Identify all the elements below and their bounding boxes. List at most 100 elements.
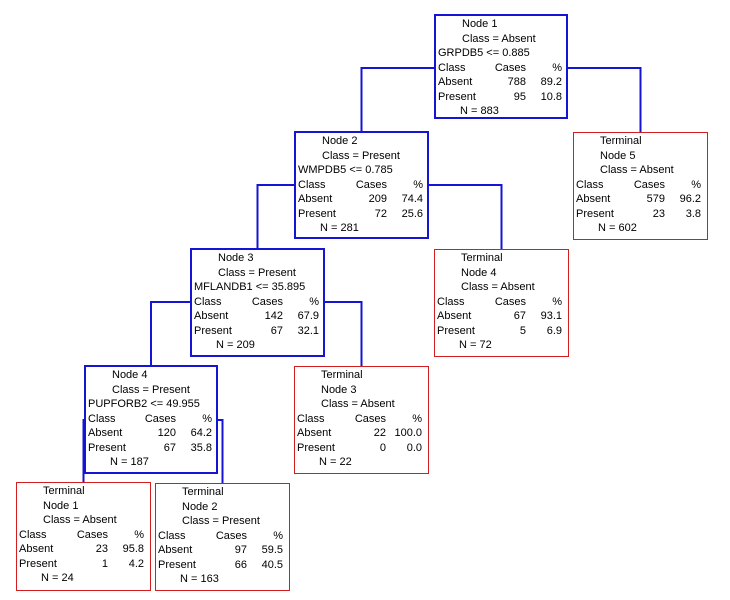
- node-title: Node 2: [182, 500, 218, 513]
- node-class: Class = Absent: [600, 164, 674, 176]
- cell-cases: 579: [646, 193, 665, 205]
- cell-percent: %: [273, 529, 283, 542]
- cell-cases: 120: [157, 427, 176, 439]
- cell-cases: Cases: [494, 295, 526, 308]
- cell-cases: 788: [507, 76, 526, 88]
- cell-percent: %: [552, 295, 562, 308]
- cell-cases: 67: [163, 441, 176, 454]
- cell-cases: 142: [264, 310, 283, 322]
- cell-percent: 93.1: [540, 310, 562, 322]
- cell-class: Absent: [437, 310, 472, 322]
- edge-n3-t3: [325, 301, 363, 366]
- node-n: N = 281: [320, 222, 359, 234]
- cell-cases: 23: [95, 543, 108, 555]
- node-title: Node 4: [461, 266, 497, 279]
- node-class: Class = Present: [322, 149, 400, 162]
- cell-class: Absent: [438, 76, 473, 88]
- cell-percent: 3.8: [685, 207, 701, 220]
- cell-class: Absent: [158, 544, 193, 556]
- cell-percent: %: [202, 412, 212, 425]
- cell-percent: 32.1: [297, 324, 319, 337]
- node-class: Class = Present: [182, 515, 260, 527]
- edge-n4-t2: [218, 419, 224, 483]
- cell-class: Class: [297, 412, 325, 425]
- cell-cases: 5: [519, 324, 526, 337]
- cell-class: Class: [438, 61, 466, 74]
- cell-percent: 96.2: [679, 193, 701, 205]
- cell-cases: 97: [234, 544, 247, 556]
- node-class: Class = Absent: [461, 281, 535, 293]
- node-title: Node 3: [321, 383, 357, 396]
- node-title: Terminal: [43, 485, 85, 497]
- node-class: Class = Present: [112, 383, 190, 396]
- terminal-node-t4: Terminal Node 4 Class = Absent Class Cases% A…: [434, 249, 569, 357]
- cell-class: Class: [437, 295, 465, 308]
- node-n: N = 209: [216, 339, 255, 351]
- split-node-n2: Node 2 Class = Present WMPDB5 <= 0.785 Clas…: [294, 131, 429, 239]
- split-rule: WMPDB5 <= 0.785: [298, 164, 393, 176]
- cell-cases: Cases: [76, 528, 108, 541]
- cell-cases: Cases: [494, 61, 526, 74]
- cell-cases: 1: [101, 557, 108, 570]
- node-title: Node 4: [112, 369, 148, 381]
- cell-percent: %: [413, 178, 423, 191]
- node-title: Node 2: [322, 135, 358, 147]
- split-node-n1: Node 1 Class = Absent GRPDB5 <= 0.885 Class…: [434, 14, 568, 119]
- cell-class: Class: [576, 178, 604, 191]
- cell-class: Present: [438, 90, 476, 103]
- cell-cases: Cases: [354, 412, 386, 425]
- cell-class: Present: [297, 441, 335, 454]
- node-class: Class = Present: [218, 266, 296, 279]
- node-title: Terminal: [461, 252, 503, 264]
- cell-class: Class: [158, 529, 186, 542]
- cell-class: Class: [298, 178, 326, 191]
- cell-percent: 95.8: [122, 543, 144, 555]
- node-title: Terminal: [182, 486, 224, 498]
- node-title: Node 3: [218, 252, 254, 264]
- node-title: Node 1: [462, 18, 498, 30]
- cell-class: Present: [576, 207, 614, 220]
- cell-class: Present: [158, 558, 196, 571]
- terminal-node-t2: Terminal Node 2 Class = Present Class Cases%…: [155, 483, 290, 591]
- split-rule: PUPFORB2 <= 49.955: [88, 398, 200, 410]
- node-n: N = 163: [180, 573, 219, 585]
- cell-percent: 35.8: [190, 441, 212, 454]
- cell-percent: 6.9: [546, 324, 562, 337]
- cell-percent: 100.0: [394, 427, 422, 439]
- cell-class: Absent: [88, 427, 123, 439]
- cell-cases: 67: [513, 310, 526, 322]
- cell-percent: 64.2: [190, 427, 212, 439]
- cell-cases: 209: [368, 193, 387, 205]
- node-n: N = 602: [598, 222, 637, 234]
- cell-percent: 10.8: [540, 90, 562, 103]
- cell-percent: 89.2: [540, 76, 562, 88]
- terminal-node-t3: Terminal Node 3 Class = Absent Class Cases% A…: [294, 366, 429, 474]
- cell-cases: 66: [234, 558, 247, 571]
- cell-percent: 67.9: [297, 310, 319, 322]
- cell-cases: Cases: [144, 412, 176, 425]
- edge-n3-n4: [150, 301, 190, 365]
- cell-cases: 23: [652, 207, 665, 220]
- split-rule: MFLANDB1 <= 35.895: [194, 281, 306, 293]
- split-node-n4: Node 4 Class = Present PUPFORB2 <= 49.955 C…: [84, 365, 218, 474]
- cell-percent: %: [552, 61, 562, 74]
- cell-percent: 25.6: [401, 207, 423, 220]
- cell-percent: %: [691, 178, 701, 191]
- node-class: Class = Absent: [462, 32, 536, 45]
- cell-cases: Cases: [633, 178, 665, 191]
- cell-percent: 0.0: [406, 441, 422, 454]
- edge-n1-n2: [360, 67, 434, 131]
- cell-cases: 22: [373, 427, 386, 439]
- cell-percent: %: [412, 412, 422, 425]
- cell-class: Absent: [576, 193, 611, 205]
- cell-class: Class: [19, 528, 47, 541]
- node-class: Class = Absent: [321, 398, 395, 410]
- split-node-n3: Node 3 Class = Present MFLANDB1 <= 35.895 C…: [190, 248, 325, 357]
- split-rule: GRPDB5 <= 0.885: [438, 47, 530, 59]
- edge-n1-t5: [568, 67, 642, 132]
- node-title: Node 1: [43, 499, 79, 512]
- node-n: N = 187: [110, 456, 149, 468]
- edge-n2-t4: [429, 184, 503, 249]
- cell-cases: 67: [270, 324, 283, 337]
